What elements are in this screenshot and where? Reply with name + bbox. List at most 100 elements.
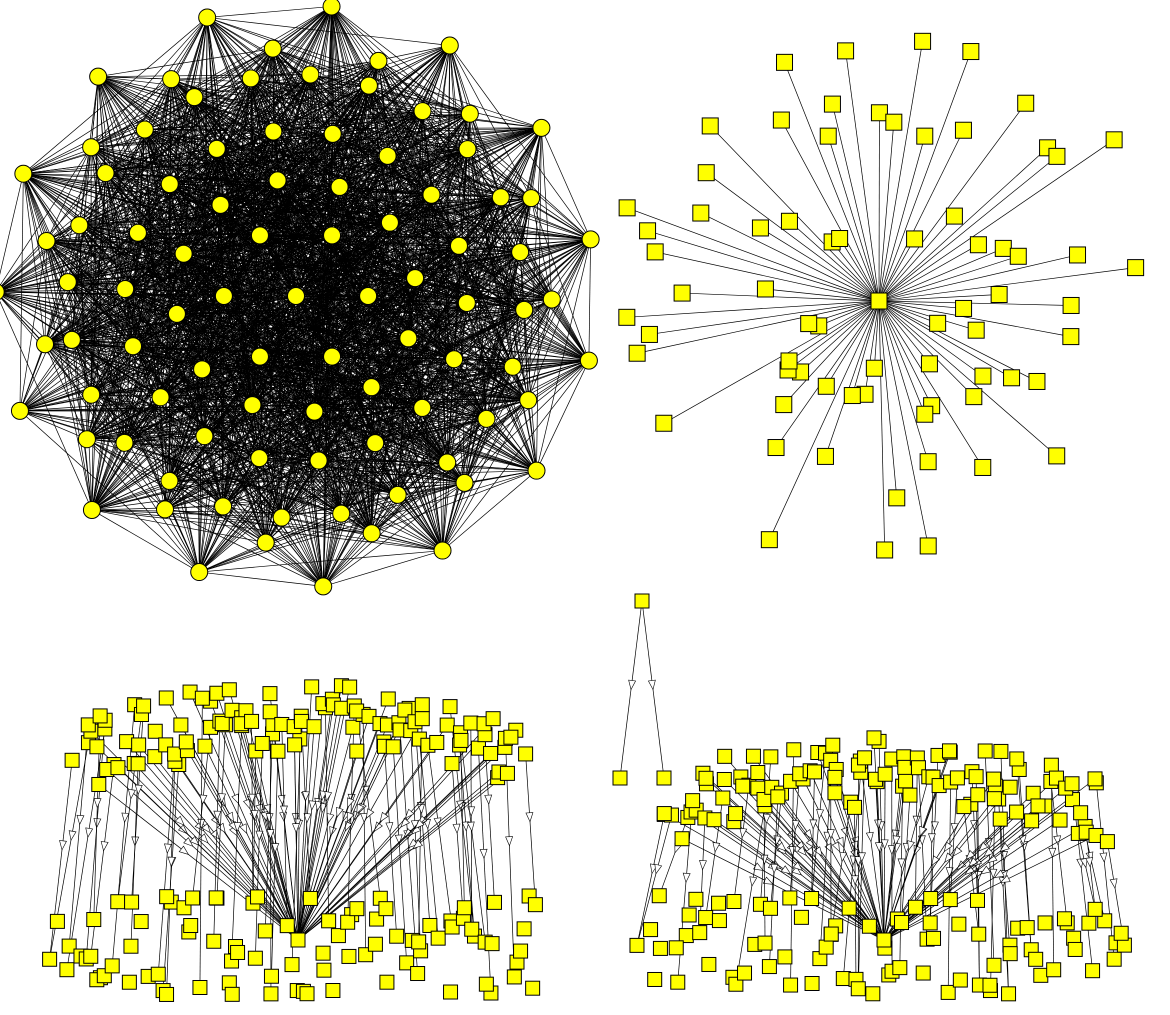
star-edge-67 [878,254,1078,302]
treeR-bottom-node-10 [688,891,704,907]
treeL-arrowhead-96 [466,821,475,833]
treeR-bottom-node-2 [647,971,663,987]
treeR-top-node-98 [1073,805,1089,821]
complete-edge-1822 [272,48,423,112]
treeL-edge-11 [117,767,299,941]
complete-node-83 [581,230,600,249]
complete-edge-2007 [164,239,591,510]
complete-edge-2067 [0,147,92,287]
treeR-arrowhead-97 [993,869,1005,878]
treeL-top-node-109 [503,729,519,745]
complete-edge-2179 [527,299,553,401]
complete-node-86 [519,391,538,410]
complete-edge-1586 [46,240,92,395]
complete-edge-2173 [588,239,591,361]
star-leaf-node-21 [816,447,834,465]
star-edge-57 [878,130,964,302]
treeR-top-node-86 [1025,785,1041,801]
treeL-top-node-91 [444,756,460,772]
treeL-top-node-84 [414,697,430,713]
complete-node-88 [455,473,474,492]
treeR-arrowhead-104 [999,842,1010,852]
treeL-edge-104 [297,773,508,941]
star-edge-51 [845,50,880,302]
star-edge-30 [818,300,880,327]
treeL-arrowhead-13 [198,833,209,844]
treeR-edge-1 [636,814,672,946]
treeR-arrowhead-33 [792,820,800,831]
complete-edge-2125 [207,17,542,129]
complete-node-31 [323,124,342,143]
complete-edge-2144 [378,60,471,115]
treeR-arrowhead-52 [874,842,883,853]
treeR-top-node-79 [993,743,1009,759]
treeR-arrowhead-77 [943,841,953,853]
treeL-top-node-4 [91,776,107,792]
complete-edge-1811 [422,110,525,311]
treeL-arrowhead-103 [407,838,419,849]
treeL-top-node-108 [518,746,534,762]
complete-edge-1430 [397,494,443,551]
treeR-edge-59 [883,767,906,941]
treeR-bottom-node-75 [1056,911,1072,927]
complete-node-89 [433,541,452,560]
treeL-arrowhead-59 [302,791,310,802]
complete-edge-1308 [431,194,590,361]
complete-edge-1870 [91,251,521,511]
complete-edge-2164 [527,127,542,401]
complete-edge-2174 [527,239,591,401]
treeL-top-node-49 [262,686,278,702]
treeR-bottom-node-20 [757,935,773,951]
complete-edge-2101 [90,48,273,148]
treeL-arrowhead-90 [379,811,389,823]
treeL-bottom-node-39 [250,889,266,905]
treeR-bottom-node-15 [726,894,742,910]
star-edge-32 [637,300,880,354]
complete-edge-2108 [90,146,443,551]
complete-edge-2134 [272,48,465,484]
treeL-arrowhead-16 [201,823,211,834]
complete-edge-1306 [431,45,451,195]
treeL-edge-51 [271,751,279,977]
treeR-top-node-3 [674,831,690,847]
treeL-bottom-node-38 [247,950,263,966]
complete-edge-2090 [23,17,208,174]
star-leaf-node-10 [920,355,938,373]
complete-edge-2040 [19,344,46,412]
treeR-top-node-2 [656,806,672,822]
treeL-arrowhead-32 [197,819,206,830]
treeR-edge-58 [901,795,911,923]
complete-edge-2054 [44,60,379,345]
complete-edge-2129 [206,17,443,551]
treeL-top-node-100 [485,711,501,727]
star-leaf-node-38 [639,222,657,240]
treeL-arrowhead-78 [385,822,394,833]
complete-node-24 [151,388,170,407]
treeR-bottom-node-53 [940,984,956,1000]
complete-node-1 [359,287,378,305]
complete-node-10 [243,396,262,415]
complete-node-64 [156,500,175,519]
complete-edge-2051 [44,147,92,345]
star-edge-41 [760,227,880,302]
complete-edge-1632 [67,148,468,283]
treeR-arrowhead-14 [712,842,721,853]
treeL-top-node-94 [442,699,458,715]
complete-edge-2169 [530,198,553,300]
treeR-arrowhead-29 [770,863,779,875]
treeR-top-node-59 [897,759,913,775]
star-graph-nodes [618,32,1145,559]
complete-edge-2009 [164,399,529,510]
complete-edge-1964 [322,60,379,587]
treeR-edge-92 [883,819,1061,941]
treeR-bottom-node-26 [782,890,798,906]
treeR-arrowhead-100 [1085,857,1094,868]
complete-edge-2097 [23,173,589,361]
treeR-bottom-node-48 [907,899,923,915]
complete-node-81 [532,118,551,137]
star-leaf-node-63 [1105,131,1123,149]
star-leaf-node-0 [1062,296,1080,314]
treeL-bottom-node-14 [124,894,140,910]
star-edge-54 [878,41,923,302]
treeL-top-node-50 [262,704,278,720]
